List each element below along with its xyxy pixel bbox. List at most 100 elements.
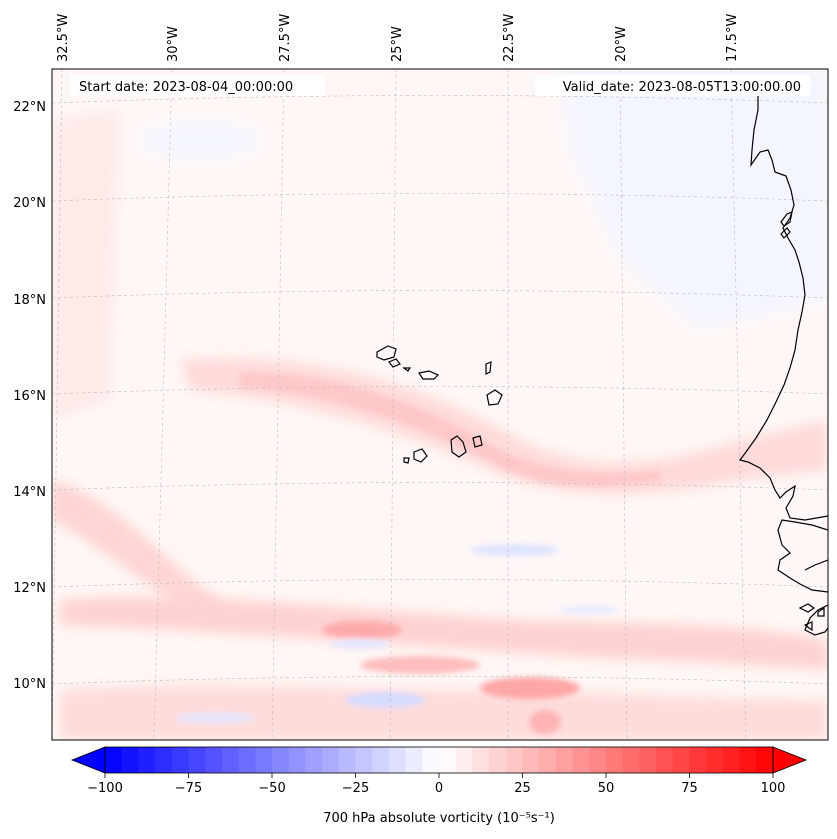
- colorbar-segment: [188, 747, 206, 773]
- colorbar-segment: [489, 747, 507, 773]
- map-panel: Start date: 2023-08-04_00:00:00 Valid_da…: [51, 68, 829, 741]
- colorbar-segment: [689, 747, 707, 773]
- lat-label: 12°N: [13, 581, 46, 596]
- colorbar-label: 700 hPa absolute vorticity (10⁻⁵s⁻¹): [323, 811, 555, 826]
- meridian-line: [271, 69, 285, 740]
- colorbar-max-extension: [772, 746, 808, 774]
- cape-verde-island: [450, 435, 467, 458]
- parallel-line: [52, 482, 828, 491]
- colorbar-segment: [338, 747, 356, 773]
- colorbar-segment: [656, 747, 674, 773]
- colorbar-segment: [105, 747, 123, 773]
- negative-vorticity-streak: [175, 713, 255, 723]
- negative-vorticity-area: [140, 120, 260, 160]
- negative-vorticity-streak: [560, 606, 620, 614]
- colorbar-segment: [472, 747, 490, 773]
- island: [780, 227, 791, 239]
- longitude-labels: 32.5°W 30°W 27.5°W 25°W 22.5°W 20°W 17.5…: [56, 14, 740, 62]
- negative-vorticity-streak: [470, 544, 560, 556]
- colorbar-segment: [422, 747, 440, 773]
- colorbar-segment: [606, 747, 624, 773]
- cape-verde-island: [403, 457, 410, 464]
- graticule: [52, 69, 828, 740]
- colorbar-segment: [622, 747, 640, 773]
- colorbar-segment: [455, 747, 473, 773]
- cape-verde-island: [472, 435, 483, 448]
- colorbar-tick-label: 25: [514, 781, 531, 796]
- colorbar-segment: [155, 747, 173, 773]
- colorbar-segment: [439, 747, 457, 773]
- positive-vorticity-band: [240, 372, 660, 487]
- negative-vorticity-streak: [330, 639, 390, 649]
- lon-label: 25°W: [390, 26, 405, 62]
- island: [798, 603, 816, 613]
- valid-date-box: [535, 75, 810, 96]
- colorbar-tick-label: −100: [87, 781, 123, 796]
- positive-vorticity-band: [60, 685, 828, 740]
- colorbar-segment: [572, 747, 590, 773]
- colorbar-segment: [305, 747, 323, 773]
- lon-label: 20°W: [614, 26, 629, 62]
- parallel-line: [52, 579, 828, 588]
- positive-vorticity-core: [480, 677, 580, 699]
- colorbar-segment: [288, 747, 306, 773]
- meridian-line: [52, 69, 63, 740]
- valid-date-label: Valid_date: 2023-08-05T13:00:00.00: [563, 80, 801, 95]
- colorbar-segment: [672, 747, 690, 773]
- colorbar-segment: [372, 747, 390, 773]
- lat-label: 18°N: [13, 293, 46, 308]
- africa-coastline: [804, 604, 828, 636]
- colorbar-tick-label: 75: [681, 781, 698, 796]
- colorbar-segment: [756, 747, 774, 773]
- start-date-box: [70, 75, 325, 96]
- colorbar-segment: [739, 747, 757, 773]
- africa-coastline: [738, 92, 828, 521]
- colorbar: −100 −75 −50 −25 0 25 50 75 100 700 hPa absolute…: [70, 746, 808, 826]
- positive-vorticity-core: [529, 710, 561, 734]
- colorbar-segment: [171, 747, 189, 773]
- colorbar-tick-label: −50: [258, 781, 285, 796]
- meridian-line: [730, 69, 747, 740]
- negative-vorticity-area: [560, 69, 828, 330]
- lon-label: 27.5°W: [278, 14, 293, 62]
- colorbar-segment: [272, 747, 290, 773]
- lat-label: 10°N: [13, 677, 46, 692]
- colorbar-segment: [555, 747, 574, 773]
- colorbar-tick-label: 0: [435, 781, 443, 796]
- island: [803, 621, 813, 632]
- cape-verde-island: [402, 367, 412, 372]
- colorbar-segment: [405, 747, 423, 773]
- colorbar-segment: [121, 747, 139, 773]
- colorbar-segment: [589, 747, 607, 773]
- parallel-line: [52, 676, 828, 685]
- meridian-line: [389, 69, 397, 740]
- colorbar-segment: [722, 747, 741, 773]
- colorbar-tick-label: −75: [175, 781, 202, 796]
- coastlines: [376, 92, 828, 636]
- parallel-line: [52, 386, 828, 395]
- meridian-line: [153, 69, 173, 740]
- colorbar-segment: [388, 747, 407, 773]
- colorbar-segment: [539, 747, 557, 773]
- latitude-labels: 22°N 20°N 18°N 16°N 14°N 12°N 10°N: [13, 100, 46, 692]
- parallel-line: [52, 193, 828, 202]
- cape-verde-island: [413, 448, 428, 463]
- map-frame: [51, 68, 829, 741]
- colorbar-tick-label: 50: [598, 781, 615, 796]
- island: [780, 211, 793, 227]
- lon-label: 17.5°W: [725, 14, 740, 62]
- lat-label: 14°N: [13, 485, 46, 500]
- cape-verde-island: [486, 389, 503, 406]
- colorbar-ticks: −100 −75 −50 −25 0 25 50 75 100: [87, 773, 785, 796]
- parallel-line: [52, 290, 828, 299]
- parallel-line: [52, 95, 828, 104]
- cape-verde-island: [485, 361, 492, 375]
- africa-coastline: [777, 519, 828, 593]
- cape-verde-island: [388, 358, 401, 368]
- lat-label: 16°N: [13, 389, 46, 404]
- lat-label: 22°N: [13, 100, 46, 115]
- meridian-line: [619, 69, 628, 740]
- colorbar-segment: [138, 747, 156, 773]
- positive-vorticity-band: [52, 110, 120, 420]
